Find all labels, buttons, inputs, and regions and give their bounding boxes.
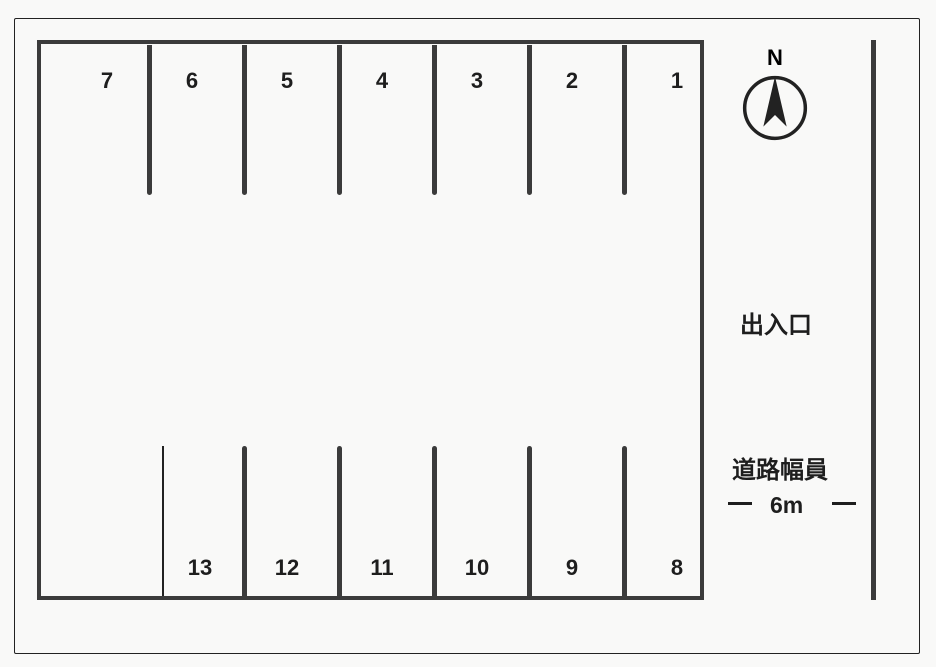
slot-divider-top <box>337 45 342 195</box>
slot-divider-top <box>622 45 627 195</box>
slot-divider-top <box>432 45 437 195</box>
slot-divider-top <box>527 45 532 195</box>
slot-number: 8 <box>671 555 683 581</box>
slot-number: 1 <box>671 68 683 94</box>
slot-number: 12 <box>275 555 299 581</box>
slot-number: 11 <box>370 555 393 581</box>
slot-divider-thin <box>162 446 164 596</box>
slot-divider-top <box>147 45 152 195</box>
slot-divider-bottom <box>242 446 247 596</box>
slot-divider-bottom <box>337 446 342 596</box>
slot-number: 10 <box>465 555 489 581</box>
compass-icon <box>740 73 810 143</box>
slot-number: 7 <box>101 68 113 94</box>
slot-number: 3 <box>471 68 483 94</box>
parking-layout-diagram: N 出入口 道路幅員 6m 7 6 5 4 3 2 1 13 12 11 10 9 8 <box>0 0 936 667</box>
road-width-dash <box>832 502 856 505</box>
slot-divider-bottom <box>527 446 532 596</box>
slot-number: 2 <box>566 68 578 94</box>
road-line <box>871 40 876 600</box>
slot-number: 4 <box>376 68 388 94</box>
slot-number: 9 <box>566 555 578 581</box>
compass-north: N <box>740 45 810 148</box>
slot-divider-top <box>242 45 247 195</box>
road-width-label: 道路幅員 <box>732 450 828 485</box>
slot-divider-bottom <box>432 446 437 596</box>
road-width-dash <box>728 502 752 505</box>
slot-number: 5 <box>281 68 293 94</box>
lot-boundary <box>37 40 704 600</box>
entrance-label: 出入口 <box>740 305 812 340</box>
slot-number: 6 <box>186 68 198 94</box>
road-width-value: 6m <box>770 492 803 519</box>
slot-divider-bottom <box>622 446 627 596</box>
compass-letter: N <box>740 45 810 71</box>
slot-number: 13 <box>188 555 212 581</box>
